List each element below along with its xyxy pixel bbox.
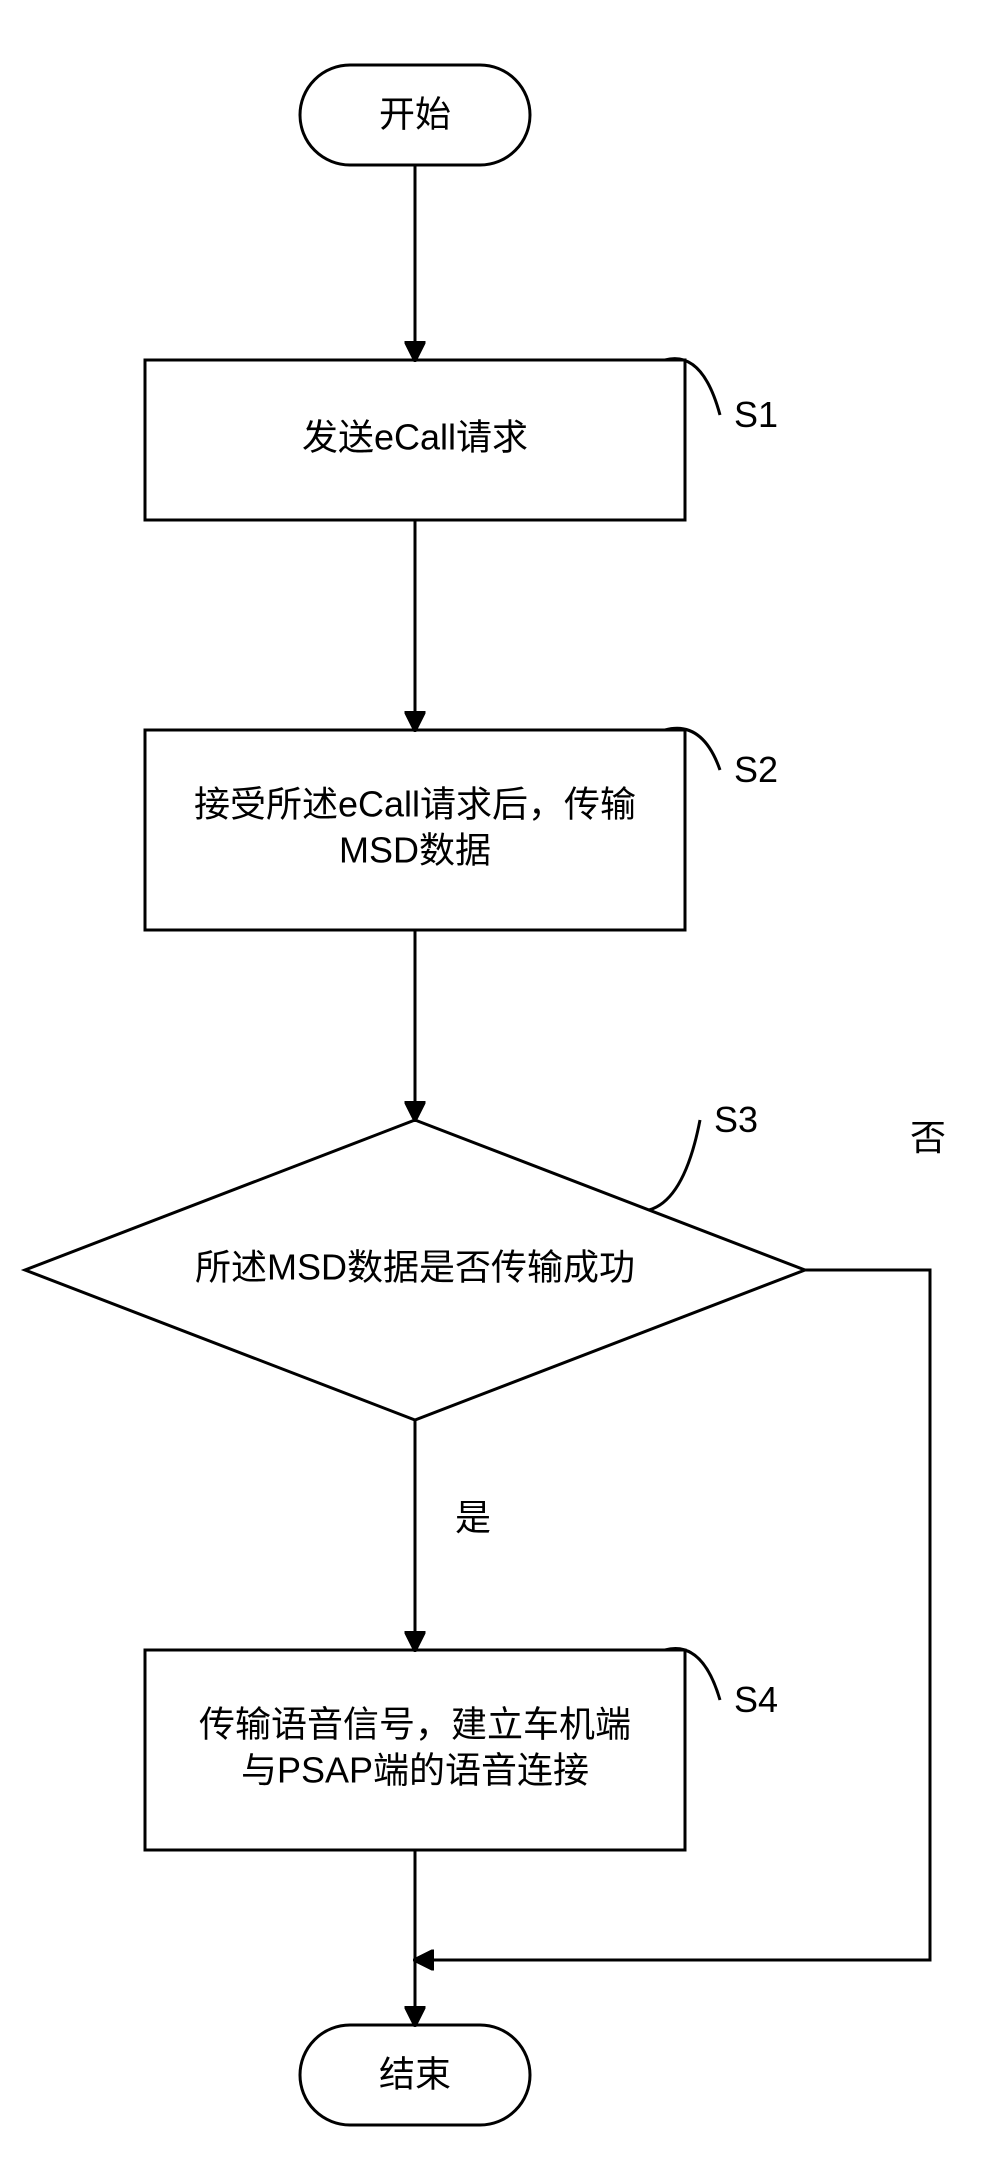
edge-label-no: 否 bbox=[910, 1117, 946, 1158]
s3-tag: S3 bbox=[714, 1099, 758, 1140]
s2-text-0: 接受所述eCall请求后，传输 bbox=[194, 784, 636, 825]
s2-text-1: MSD数据 bbox=[339, 830, 491, 871]
s3-text-0: 所述MSD数据是否传输成功 bbox=[195, 1247, 635, 1288]
end-label: 结束 bbox=[379, 2054, 451, 2095]
s4-text-0: 传输语音信号，建立车机端 bbox=[199, 1704, 631, 1745]
s1-text-0: 发送eCall请求 bbox=[302, 417, 528, 458]
s4-text-1: 与PSAP端的语音连接 bbox=[241, 1750, 589, 1791]
s3-callout bbox=[649, 1120, 700, 1210]
edge-label-3: 是 bbox=[455, 1497, 491, 1538]
s1-tag: S1 bbox=[734, 394, 778, 435]
s2-tag: S2 bbox=[734, 749, 778, 790]
start-label: 开始 bbox=[379, 94, 451, 135]
s4-tag: S4 bbox=[734, 1679, 778, 1720]
